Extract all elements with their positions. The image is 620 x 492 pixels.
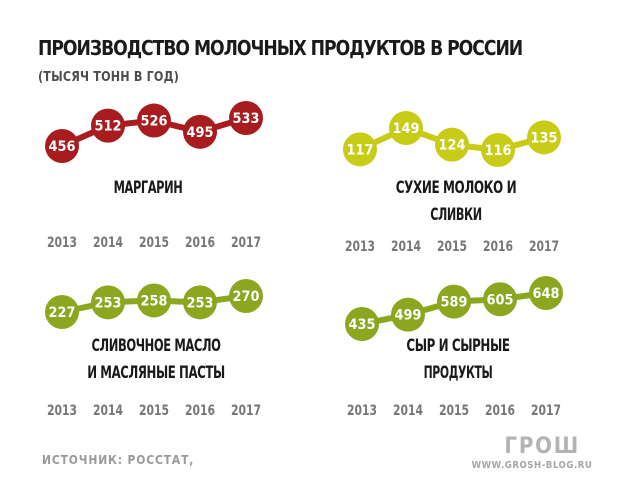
data-label: 456	[49, 139, 76, 155]
data-label: 258	[141, 293, 168, 309]
x-tick-label: 2014	[391, 239, 421, 255]
page-subtitle: (ТЫСЯЧ ТОНН В ГОД)	[38, 70, 180, 85]
data-label: 512	[95, 119, 122, 135]
x-tick-label: 2016	[485, 403, 515, 419]
data-point	[137, 103, 171, 138]
data-point	[45, 295, 79, 329]
data-point	[529, 276, 563, 310]
x-tick-label: 2015	[439, 403, 469, 419]
data-point	[183, 285, 217, 320]
data-label: 253	[95, 295, 122, 311]
data-point	[437, 284, 471, 319]
x-tick-label: 2016	[483, 239, 513, 255]
data-label: 526	[141, 114, 168, 130]
x-tick-label: 2013	[347, 403, 377, 419]
data-label: 435	[349, 317, 376, 333]
x-tick-label: 2014	[93, 403, 123, 419]
data-point	[435, 127, 469, 162]
page-title: ПРОИЗВОДСТВО МОЛОЧНЫХ ПРОДУКТОВ В РОССИИ	[38, 36, 523, 60]
x-tick-label: 2017	[529, 239, 559, 255]
data-point	[483, 282, 517, 317]
data-point	[229, 279, 263, 313]
data-point	[481, 133, 515, 167]
x-tick-label: 2016	[185, 403, 215, 419]
data-point	[527, 120, 561, 155]
source-note: ИСТОЧНИК: РОССТАТ,	[42, 452, 195, 467]
chart-panel-4: 435 499 589 605 648 СЫР И СЫРНЫЕ ПРОДУКТЫ 2013 2…	[345, 276, 563, 419]
data-label: 149	[393, 121, 420, 137]
series-caption: СУХИЕ МОЛОКО И	[396, 178, 516, 198]
x-tick-label: 2013	[47, 235, 77, 251]
data-label: 533	[233, 111, 260, 127]
data-label: 589	[441, 295, 468, 311]
data-label: 253	[187, 295, 214, 311]
data-label: 135	[531, 130, 558, 146]
x-tick-label: 2013	[47, 403, 77, 419]
data-point	[137, 283, 171, 318]
data-point	[391, 297, 425, 332]
x-tick-label: 2017	[231, 403, 261, 419]
data-point	[343, 132, 377, 167]
x-tick-label: 2014	[393, 403, 423, 419]
series-caption: СЛИВОЧНОЕ МАСЛО	[92, 336, 221, 356]
data-label: 605	[487, 292, 514, 308]
data-label: 117	[347, 142, 374, 158]
series-caption: МАРГАРИН	[114, 178, 183, 198]
data-point	[45, 129, 79, 163]
chart-panel-3: 227 253 258 253 270 СЛИВОЧНОЕ МАСЛО И МАСЛЯНЫЕ…	[45, 279, 263, 419]
site-url: WWW.GROSH-BLOG.RU	[471, 460, 592, 471]
data-point	[91, 285, 125, 320]
x-tick-label: 2015	[437, 239, 467, 255]
series-caption: СЫР И СЫРНЫЕ	[406, 336, 509, 356]
data-label: 495	[187, 125, 214, 141]
data-label: 648	[533, 286, 560, 302]
data-label: 499	[395, 308, 422, 324]
data-label: 270	[233, 289, 260, 305]
x-tick-label: 2015	[139, 403, 169, 419]
data-label: 116	[485, 143, 512, 159]
series-caption: И МАСЛЯНЫЕ ПАСТЫ	[87, 363, 225, 383]
x-tick-label: 2015	[139, 235, 169, 251]
x-tick-label: 2014	[93, 235, 123, 251]
data-label: 227	[49, 305, 76, 321]
series-caption: СЛИВКИ	[430, 205, 482, 225]
x-tick-label: 2017	[531, 403, 561, 419]
data-point	[345, 307, 379, 341]
data-point	[229, 101, 263, 135]
series-caption: ПРОДУКТЫ	[424, 363, 493, 383]
brand-logo: ГРОШ	[504, 434, 580, 459]
x-tick-label: 2013	[345, 239, 375, 255]
x-tick-label: 2017	[231, 235, 261, 251]
data-point	[389, 111, 423, 145]
x-tick-label: 2016	[185, 235, 215, 251]
data-label: 124	[439, 138, 466, 154]
data-point	[183, 114, 217, 149]
chart-panel-1: 456 512 526 495 533 МАРГАРИН 2013 2014 2015 2016 2…	[45, 101, 263, 251]
chart-panel-2: 117 149 124 116 135 СУХИЕ МОЛОКО И СЛИВКИ 2013 2…	[343, 111, 561, 255]
data-point	[91, 108, 125, 143]
